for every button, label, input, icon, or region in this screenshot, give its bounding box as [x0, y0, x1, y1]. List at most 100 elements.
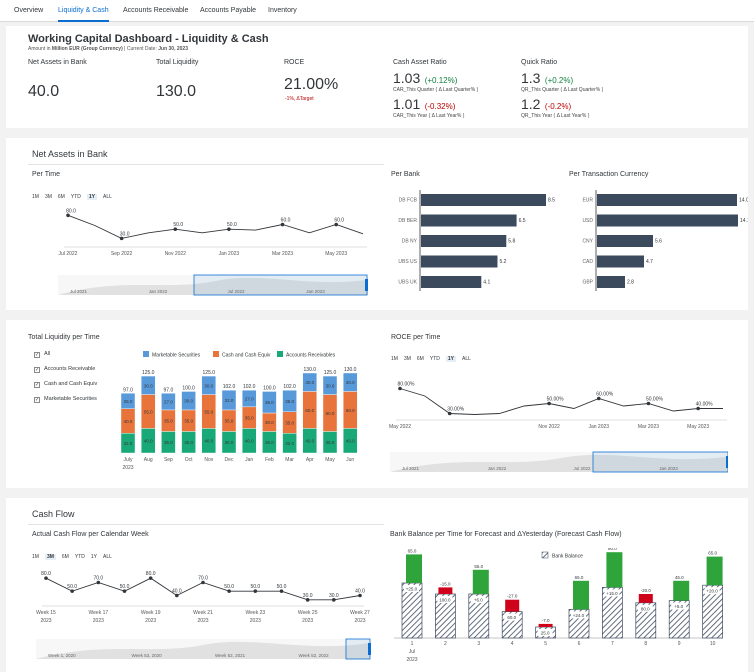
stack-segment — [342, 372, 358, 392]
car-quarter[interactable]: 1.03 (+0.12%) — [393, 70, 457, 88]
total-liquidity-value[interactable]: 130.0 — [156, 83, 197, 100]
bar — [597, 194, 737, 206]
qr-year-caption: QR_This Year ( Δ Last Year% ) — [521, 113, 590, 119]
range-ytd[interactable]: YTD — [70, 194, 81, 200]
data-label: 80.0 — [66, 208, 76, 214]
subtitle-units: Million EUR (Group Currency) — [51, 46, 123, 52]
roce-range-all[interactable]: ALL — [461, 356, 471, 362]
navigator-handle — [368, 643, 371, 655]
data-label: 30.0 — [329, 593, 339, 599]
segment-label: 35.0 — [184, 440, 193, 445]
segment-label: 40.0 — [144, 439, 153, 444]
quick-ratio-label: Quick Ratio — [521, 59, 558, 66]
tab-inventory[interactable]: Inventory — [268, 7, 297, 14]
total-label: 125.0 — [142, 370, 155, 376]
navigator-area — [36, 641, 370, 659]
total-label: 102.0 — [243, 384, 256, 390]
cf-range-1m[interactable]: 1M — [32, 554, 39, 560]
delta-label: -20.0 — [641, 588, 652, 593]
navigator-label: Week 53, 2020 — [132, 653, 163, 658]
data-point — [96, 580, 101, 585]
x-tick-year: 2023 — [145, 618, 156, 624]
roce-range-ytd[interactable]: YTD — [429, 356, 440, 362]
legend-label: Accounts Receivables — [286, 353, 336, 359]
roce-range-1m[interactable]: 1M — [391, 356, 398, 362]
net-assets-label: Net Assets in Bank — [28, 59, 87, 66]
range-6m[interactable]: 6M — [57, 194, 65, 200]
cash-flow-card: Cash Flow Actual Cash Flow per Calendar … — [6, 498, 748, 672]
total-label: 100.0 — [263, 385, 276, 391]
bank-balance-chart[interactable]: Bank Balance +25.0 65.0 1 100.0 -15.0 2 +6.0 55.… — [388, 548, 728, 670]
segment-label: 25.0 — [124, 399, 133, 404]
page-title: Working Capital Dashboard - Liquidity & … — [28, 33, 269, 45]
actual-cf-line-chart[interactable]: 80.0 50.0 70.0 50.0 80.0 40.0 70.0 50.0 50.0 50.0… — [28, 564, 373, 672]
tab-accounts-receivable[interactable]: Accounts Receivable — [123, 7, 189, 14]
per-bank-bar-chart[interactable]: DB FCB 8.5 DB BER 6.5 DB NY 5.8 UBS US 5.2 UBS U… — [388, 188, 558, 293]
roce-range-3m[interactable]: 3M — [403, 356, 411, 362]
qr-year-value: 1.2 — [521, 96, 541, 112]
range-1m[interactable]: 1M — [32, 194, 39, 200]
bar — [421, 194, 546, 206]
roce-value[interactable]: 21.00% — [284, 76, 339, 93]
tab-bar: Overview Liquidity & Cash Accounts Recei… — [0, 0, 754, 22]
segment-label: 35.0 — [285, 399, 294, 404]
x-tick-year: 2023 — [354, 618, 365, 624]
range-all[interactable]: ALL — [102, 194, 112, 200]
checkbox-ar-label: Accounts Receivable — [44, 366, 96, 372]
data-point — [253, 589, 258, 593]
cf-range-3m[interactable]: 3M — [44, 554, 56, 560]
total-liquidity-label: Total Liquidity — [156, 59, 199, 66]
cf-range-ytd[interactable]: YTD — [74, 554, 85, 560]
y-tick-label: DB FCB — [399, 198, 418, 204]
roce-range-1y[interactable]: 1Y — [445, 356, 456, 362]
cf-range-all[interactable]: ALL — [102, 554, 112, 560]
data-point — [122, 589, 127, 593]
qr-year[interactable]: 1.2 (-0.2%) — [521, 96, 571, 114]
total-label: 102.0 — [283, 384, 296, 390]
range-3m[interactable]: 3M — [44, 194, 52, 200]
cf-range-1y[interactable]: 1Y — [90, 554, 97, 560]
per-time-title: Per Time — [32, 171, 61, 178]
balance-label: +24.0 — [573, 613, 585, 618]
tab-liquidity-cash[interactable]: Liquidity & Cash — [58, 0, 109, 22]
tab-accounts-payable[interactable]: Accounts Payable — [200, 7, 257, 14]
x-tick-label: May — [325, 457, 335, 463]
x-tick-label: Week 17 — [89, 610, 109, 616]
delta-bar — [538, 623, 553, 627]
navigator-selection — [193, 274, 368, 296]
range-1y[interactable]: 1Y — [86, 194, 97, 200]
balance-label: 100.0 — [439, 598, 451, 603]
stack-segment — [282, 390, 297, 412]
net-assets-line-chart[interactable]: 80.0 30.0 50.0 50.0 60.0 60.0 Jul 2022 Sep 2022… — [28, 203, 368, 298]
delta-bar — [406, 554, 422, 583]
delta-label: 65.0 — [408, 548, 417, 553]
net-assets-value[interactable]: 40.0 — [28, 83, 60, 100]
data-label: 30.0 — [120, 231, 130, 237]
balance-label: +25.0 — [406, 587, 418, 592]
total-liquidity-title: Total Liquidity per Time — [28, 334, 100, 341]
segment-label: 30.0 — [204, 383, 213, 388]
checkbox-accounts-receivable[interactable]: ✓ Accounts Receivable — [34, 366, 95, 373]
delta-label: 80.0 — [608, 548, 617, 551]
car-year[interactable]: 1.01 (-0.32%) — [393, 96, 455, 114]
checkbox-marketable-securities[interactable]: ✓ Marketable Securities — [34, 396, 97, 403]
per-currency-bar-chart[interactable]: EUR 14.0 USD 14.1 CNY 5.6 CAD 4.7 GBP 2.8 — [566, 188, 748, 293]
roce-range-6m[interactable]: 6M — [416, 356, 424, 362]
segment-label: 32.0 — [124, 441, 133, 446]
x-tick-label: Aug — [144, 457, 153, 463]
x-tick-label: Dec — [225, 457, 234, 463]
x-tick-year: 2023 — [93, 618, 104, 624]
checkbox-cash-equiv[interactable]: ✓ Cash and Cash Equiv — [34, 381, 97, 388]
checkbox-all[interactable]: ✓ All — [34, 351, 50, 358]
balance-bar — [602, 587, 623, 639]
roce-line-chart[interactable]: 80.00% 30.00% 50.00% 60.00% 50.00% 40.00% May … — [388, 366, 728, 476]
delta-label: 55.0 — [474, 564, 483, 569]
cf-range-6m[interactable]: 6M — [61, 554, 69, 560]
total-liquidity-stacked-chart[interactable]: Marketable Securities Cash and Cash Equiv… — [111, 348, 371, 480]
x-tick-label: Week 19 — [141, 610, 161, 616]
bar — [421, 276, 482, 288]
tab-overview[interactable]: Overview — [14, 7, 44, 14]
qr-quarter[interactable]: 1.3 (+0.2%) — [521, 70, 573, 88]
x-tick-label: Week 15 — [36, 610, 56, 616]
data-label: 30.0 — [303, 593, 313, 599]
